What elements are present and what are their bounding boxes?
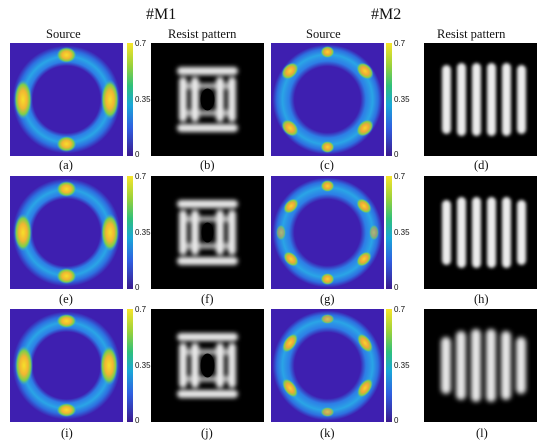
colorbar-max-g: 0.7 xyxy=(394,172,406,181)
source-map-a xyxy=(10,43,123,156)
colorbar-mid-c: 0.35 xyxy=(394,95,410,104)
m1-title: #M1 xyxy=(146,6,177,23)
source-map-g xyxy=(271,176,384,289)
colorbar-g xyxy=(386,176,392,289)
caption-i: (i) xyxy=(61,426,73,440)
resist-pattern-f xyxy=(151,176,264,289)
colorbar-i xyxy=(127,309,133,422)
colorbar-a xyxy=(127,43,133,156)
colorbar-mid-a: 0.35 xyxy=(135,95,151,104)
caption-l: (l) xyxy=(476,426,488,440)
source-map-k xyxy=(271,309,384,422)
colorbar-mid-i: 0.35 xyxy=(135,361,151,370)
resist-header-m1: Resist pattern xyxy=(168,27,237,41)
source-map-c xyxy=(271,43,384,156)
caption-e: (e) xyxy=(59,292,73,306)
colorbar-min-i: 0 xyxy=(135,416,140,425)
colorbar-min-e: 0 xyxy=(135,283,140,292)
colorbar-min-k: 0 xyxy=(394,416,399,425)
colorbar-max-i: 0.7 xyxy=(135,305,147,314)
caption-j: (j) xyxy=(201,426,213,440)
source-map-e xyxy=(10,176,123,289)
resist-pattern-l xyxy=(424,309,537,422)
caption-k: (k) xyxy=(320,426,335,440)
resist-pattern-b xyxy=(151,43,264,156)
colorbar-max-e: 0.7 xyxy=(135,172,147,181)
colorbar-mid-g: 0.35 xyxy=(394,228,410,237)
colorbar-mid-e: 0.35 xyxy=(135,228,151,237)
source-header-m1: Source xyxy=(46,27,81,41)
colorbar-min-g: 0 xyxy=(394,283,399,292)
caption-c: (c) xyxy=(320,158,334,172)
caption-f: (f) xyxy=(201,292,214,306)
resist-pattern-d xyxy=(424,43,537,156)
colorbar-c xyxy=(386,43,392,156)
caption-a: (a) xyxy=(59,158,73,172)
colorbar-e xyxy=(127,176,133,289)
caption-d: (d) xyxy=(474,158,489,172)
colorbar-max-c: 0.7 xyxy=(394,39,406,48)
m2-title: #M2 xyxy=(371,6,402,23)
colorbar-k xyxy=(386,309,392,422)
resist-pattern-j xyxy=(151,309,264,422)
source-header-m2: Source xyxy=(306,27,341,41)
colorbar-mid-k: 0.35 xyxy=(394,361,410,370)
colorbar-max-k: 0.7 xyxy=(394,305,406,314)
source-map-i xyxy=(10,309,123,422)
caption-h: (h) xyxy=(474,292,489,306)
resist-header-m2: Resist pattern xyxy=(437,27,506,41)
colorbar-min-c: 0 xyxy=(394,150,399,159)
colorbar-min-a: 0 xyxy=(135,150,140,159)
caption-g: (g) xyxy=(320,292,335,306)
resist-pattern-h xyxy=(424,176,537,289)
caption-b: (b) xyxy=(200,158,215,172)
colorbar-max-a: 0.7 xyxy=(135,39,147,48)
